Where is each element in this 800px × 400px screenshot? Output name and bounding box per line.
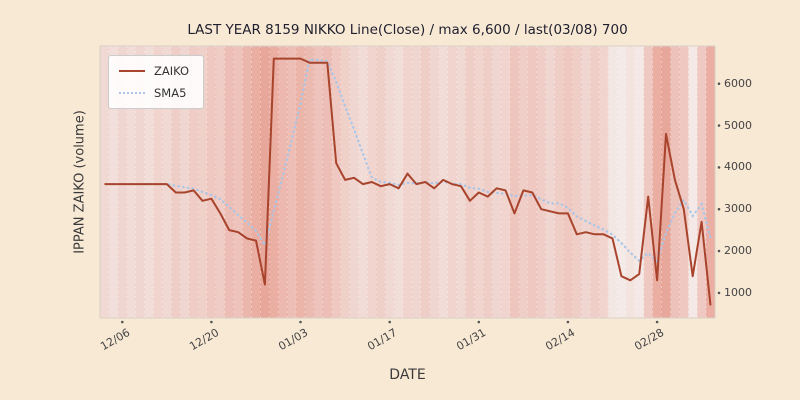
- day-band: [135, 46, 145, 318]
- y-tick-mark: [717, 291, 721, 295]
- day-band: [438, 46, 448, 318]
- day-band: [126, 46, 136, 318]
- day-band: [590, 46, 600, 318]
- day-band: [215, 46, 226, 318]
- y-tick-label: 6000: [724, 76, 752, 90]
- day-band: [563, 46, 573, 318]
- day-band: [349, 46, 359, 318]
- day-band: [661, 46, 671, 318]
- day-band: [100, 46, 110, 318]
- day-band: [394, 46, 404, 318]
- day-band: [162, 46, 172, 318]
- day-band: [688, 46, 698, 318]
- day-band: [340, 46, 350, 318]
- day-band: [117, 46, 128, 318]
- day-band: [278, 46, 288, 318]
- day-band: [313, 46, 324, 318]
- x-tick-mark: [121, 320, 124, 324]
- x-tick-mark: [388, 320, 392, 324]
- day-band: [474, 46, 484, 318]
- day-band: [545, 46, 555, 318]
- x-tick-mark: [477, 320, 481, 324]
- day-band: [108, 46, 119, 318]
- day-band: [269, 46, 279, 318]
- y-tick-mark: [717, 207, 721, 211]
- x-tick-mark: [299, 320, 302, 324]
- day-band: [616, 46, 627, 318]
- day-band: [287, 46, 297, 318]
- day-band: [501, 46, 511, 318]
- day-band: [679, 46, 689, 318]
- y-tick-label: 1000: [724, 285, 752, 299]
- day-band: [242, 46, 252, 318]
- x-tick-mark: [566, 320, 570, 324]
- y-tick-label: 4000: [724, 160, 752, 174]
- day-band: [536, 46, 546, 318]
- y-tick-mark: [717, 82, 721, 85]
- day-band: [643, 46, 653, 318]
- day-band: [483, 46, 493, 318]
- day-band: [429, 46, 439, 318]
- day-band: [296, 46, 306, 318]
- day-band: [224, 46, 234, 318]
- day-band: [411, 46, 422, 318]
- day-band: [251, 46, 261, 318]
- sma5-line-sample: [119, 92, 145, 94]
- x-tick-mark: [210, 320, 213, 324]
- legend-label-sma5: SMA5: [154, 86, 187, 100]
- sma5-line: [139, 58, 712, 264]
- day-band: [608, 46, 618, 318]
- chart-title: LAST YEAR 8159 NIKKO Line(Close) / max 6…: [187, 22, 628, 38]
- y-tick-mark: [717, 166, 721, 169]
- day-band: [599, 46, 609, 318]
- day-band: [518, 46, 529, 318]
- day-band: [456, 46, 466, 318]
- legend-item-sma5: SMA5: [119, 86, 189, 100]
- zaiko-line: [104, 57, 712, 306]
- day-band: [465, 46, 475, 318]
- x-axis-label: DATE: [389, 367, 426, 383]
- day-band: [447, 46, 457, 318]
- day-band: [492, 46, 502, 318]
- legend-item-zaiko: ZAIKO: [119, 64, 189, 78]
- day-band: [572, 46, 582, 318]
- day-band: [260, 46, 270, 318]
- y-tick-mark: [717, 249, 721, 253]
- day-band: [144, 46, 154, 318]
- day-band: [358, 46, 368, 318]
- day-band: [706, 46, 716, 318]
- x-tick-mark: [655, 320, 659, 324]
- day-band: [634, 46, 644, 318]
- day-band: [652, 46, 662, 318]
- y-tick-label: 3000: [724, 202, 752, 216]
- day-band: [189, 46, 199, 318]
- day-band: [198, 46, 208, 318]
- day-band: [171, 46, 181, 318]
- day-band: [625, 46, 636, 318]
- day-band: [180, 46, 190, 318]
- day-band: [233, 46, 243, 318]
- day-band: [331, 46, 341, 318]
- day-band: [527, 46, 538, 318]
- day-band: [206, 46, 217, 318]
- y-tick-label: 5000: [724, 118, 752, 132]
- y-tick-mark: [717, 124, 721, 127]
- day-band: [153, 46, 163, 318]
- plot-border: [99, 45, 716, 319]
- day-band: [697, 46, 707, 318]
- y-tick-label: 2000: [724, 244, 752, 258]
- day-band: [510, 46, 520, 318]
- legend-label-zaiko: ZAIKO: [154, 64, 190, 78]
- day-band: [581, 46, 591, 318]
- legend: ZAIKO SMA5: [108, 55, 205, 109]
- day-band: [305, 46, 315, 318]
- day-band: [322, 46, 333, 318]
- day-band: [554, 46, 564, 318]
- zaiko-line-sample: [119, 70, 145, 72]
